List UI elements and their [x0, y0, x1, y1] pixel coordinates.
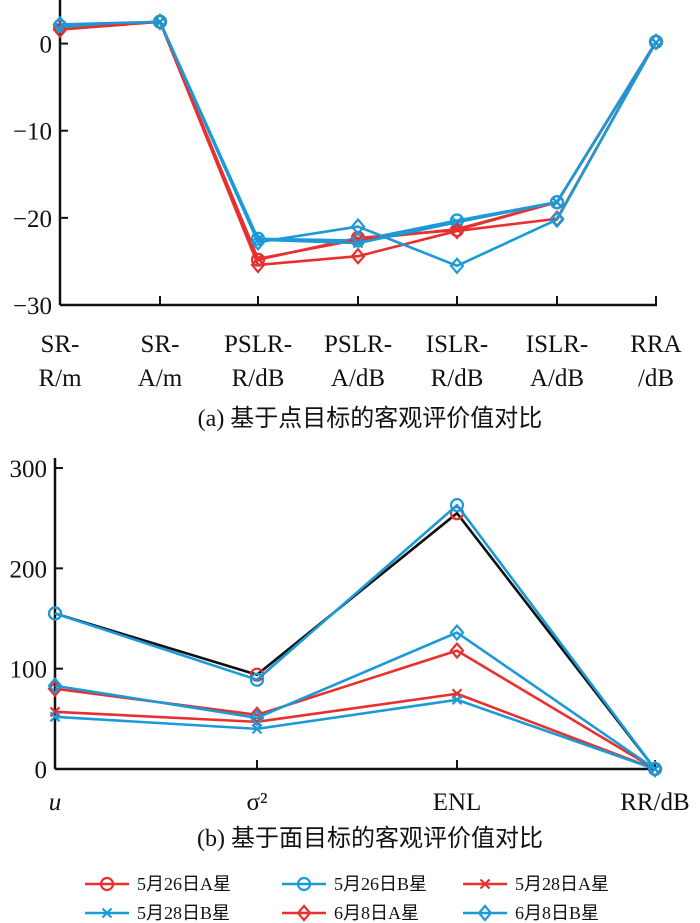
x-tick-label: /dB — [638, 365, 674, 392]
data-point — [647, 760, 663, 778]
legend-item: 5月28日B星 — [85, 903, 230, 923]
circle-marker-icon — [99, 876, 115, 892]
series-line — [59, 20, 658, 261]
x-tick-label: PSLR- — [324, 331, 392, 358]
data-point — [449, 641, 465, 660]
data-point — [449, 623, 465, 642]
legend-item: 5月26日A星 — [85, 874, 231, 894]
x-marker-icon — [101, 907, 113, 919]
x-tick-label: PSLR- — [224, 331, 292, 358]
data-point — [352, 237, 364, 249]
series-line — [54, 649, 656, 771]
circle-marker-icon — [296, 876, 312, 892]
diamond-marker-icon — [477, 904, 493, 922]
x-tick-label: R/dB — [232, 365, 285, 392]
legend-label: 6月8日A星 — [334, 903, 419, 923]
legend-label: 6月8日B星 — [515, 903, 599, 923]
legend-label: 5月28日A星 — [515, 874, 609, 894]
x-tick-label: A/dB — [530, 365, 584, 392]
diamond-marker-icon — [296, 904, 312, 922]
chart-b-area-target: 0 100 200 300 u σ² ENL RR/dB — [10, 456, 690, 816]
series-3 — [49, 688, 661, 775]
series-line — [59, 20, 658, 245]
data-point — [449, 498, 465, 513]
data-point — [249, 706, 265, 724]
data-point — [47, 606, 63, 621]
series-2 — [52, 14, 664, 248]
data-point — [250, 233, 266, 251]
series-line — [59, 20, 658, 242]
data-point — [249, 672, 265, 687]
x-tick-label: SR- — [41, 331, 80, 358]
data-point — [451, 216, 463, 228]
legend-label: 5月26日B星 — [334, 874, 427, 894]
data-point — [251, 723, 263, 735]
chart-a-point-target: 0 −10 −20 −30 SR- R/m SR- A/m PSLR- R/dB PSLR- A/dB… — [13, 0, 682, 392]
data-point — [249, 709, 265, 727]
chart-a-caption: (a) 基于点目标的客观评价值对比 — [198, 405, 543, 432]
data-point — [49, 711, 61, 723]
legend-item: 5月26日B星 — [282, 874, 427, 894]
x-tick-label: SR- — [141, 331, 180, 358]
series-6 — [47, 623, 663, 778]
x-tick-label: ISLR- — [426, 331, 489, 358]
y-tick-label: 0 — [40, 32, 53, 59]
y-tick-label: 200 — [10, 556, 48, 583]
x-tick-label: R/m — [38, 365, 82, 392]
series-2 — [47, 498, 663, 777]
series-line — [54, 503, 657, 770]
x-tick-label: RR/dB — [620, 789, 689, 816]
series-line — [59, 20, 658, 267]
series-line — [54, 698, 656, 771]
series-line — [59, 20, 658, 261]
series-line — [54, 511, 657, 770]
y-tick-label: 300 — [10, 456, 48, 483]
x-tick-label: R/dB — [431, 365, 484, 392]
y-tick-label: 0 — [35, 757, 48, 784]
y-tick-label: 100 — [10, 657, 48, 684]
data-point — [350, 247, 366, 265]
x-marker-icon — [479, 878, 491, 890]
data-point — [152, 13, 168, 31]
x-tick-label: RRA — [630, 331, 681, 358]
x-tick-label: A/m — [138, 365, 183, 392]
data-point — [449, 257, 465, 275]
x-tick-label: ENL — [433, 789, 482, 816]
legend-item: 6月8日A星 — [282, 903, 419, 923]
y-tick-label: −30 — [13, 293, 52, 320]
series-line — [54, 692, 656, 771]
series-1 — [52, 14, 664, 267]
x-tick-label: σ² — [247, 789, 268, 816]
legend-label: 5月26日A星 — [137, 874, 231, 894]
x-tick-label: ISLR- — [526, 331, 589, 358]
data-point — [47, 677, 63, 695]
data-point — [52, 15, 68, 34]
legend-item: 5月28日A星 — [463, 874, 609, 894]
series-line — [59, 20, 658, 268]
data-point — [449, 222, 465, 240]
x-tick-label: A/dB — [331, 365, 385, 392]
data-point — [648, 33, 664, 51]
chart-b-caption: (b) 基于面目标的客观评价值对比 — [197, 825, 543, 852]
legend-label: 5月28日B星 — [137, 903, 230, 923]
data-point — [250, 256, 266, 274]
series-4 — [54, 16, 662, 249]
y-tick-label: −10 — [13, 119, 52, 146]
data-point — [551, 196, 563, 208]
legend-item: 6月8日B星 — [463, 903, 599, 923]
data-point — [549, 210, 565, 229]
series-6 — [52, 13, 664, 275]
legend: 5月26日A星 5月26日B星 5月28日A星 5月28日B星 6月8日A星 6月8日B星 — [85, 874, 609, 923]
x-tick-label: u — [49, 789, 62, 816]
series-line — [54, 631, 656, 771]
data-point — [350, 217, 366, 236]
data-point — [451, 694, 463, 706]
y-tick-label: −20 — [13, 206, 52, 233]
